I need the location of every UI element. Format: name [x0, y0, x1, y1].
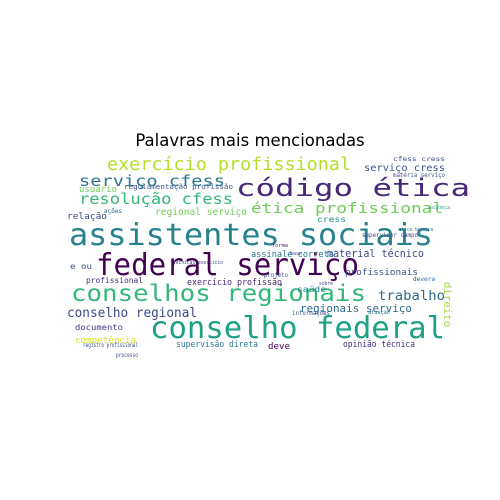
cloud-word: base [290, 251, 302, 257]
cloud-word: regulamentação profissão [124, 183, 233, 191]
cloud-word: cfess cress [393, 156, 445, 163]
cloud-word: competência [75, 335, 136, 346]
cloud-word: ações [104, 208, 122, 215]
cloud-word: conselho federal [150, 311, 445, 346]
cloud-word: assinale correta [251, 250, 334, 260]
cloud-word: deve [268, 342, 290, 352]
cloud-word: supervisor campo [362, 232, 418, 239]
cloud-word: opinião técnica [343, 339, 415, 350]
cloud-word: conselhos regionais [71, 281, 366, 307]
cloud-word: federal serviço [96, 248, 359, 283]
cloud-word: código ética [236, 174, 470, 202]
cloud-word: usuário [79, 185, 117, 195]
cloud-word: material técnico [327, 247, 424, 260]
cloud-word: etica técnica [399, 226, 433, 233]
cloud-word: registro profissional [83, 342, 138, 349]
cloud-word: exercício profissional [107, 154, 351, 175]
cloud-word: serviço cfess [79, 172, 225, 190]
cloud-word: ética profissional [251, 201, 443, 217]
cloud-word: conselho regional [67, 306, 197, 321]
cloud-word: relação [67, 212, 107, 222]
cloud-word: técnicas exercício [173, 259, 223, 266]
cloud-word: regional serviço [155, 207, 247, 218]
cloud-word: projeto [264, 272, 288, 279]
cloud-word: regionais serviço [300, 302, 412, 315]
cloud-word: trabalho [378, 289, 445, 304]
cloud-word: exercício profissão [187, 278, 282, 288]
cloud-word: e ou [70, 262, 92, 271]
cloud-word: serviço cress [364, 163, 445, 174]
cloud-word: processo [116, 352, 138, 359]
cloud-word: informações [292, 310, 330, 317]
cloud-word: direito [441, 282, 454, 327]
figure-title: Palavras mais mencionadas [135, 131, 365, 150]
cloud-word: sobre [319, 281, 333, 287]
cloud-word: matéria serviço [393, 172, 445, 179]
cloud-word: atuação [368, 310, 390, 316]
cloud-word: saúde [297, 285, 326, 294]
cloud-word: resolução cfess [79, 190, 233, 208]
cloud-word: devera [413, 276, 435, 283]
cloud-word: assistência [428, 204, 450, 211]
cloud-word: supervisão direta [176, 340, 258, 350]
cloud-word: assistentes sociais [69, 218, 433, 253]
cloud-word: profissionais [345, 268, 418, 278]
cloud-word: cress [317, 215, 346, 224]
cloud-word: documento [75, 323, 123, 332]
cloud-word: profissional [86, 276, 143, 285]
cloud-word: forma [272, 243, 288, 249]
